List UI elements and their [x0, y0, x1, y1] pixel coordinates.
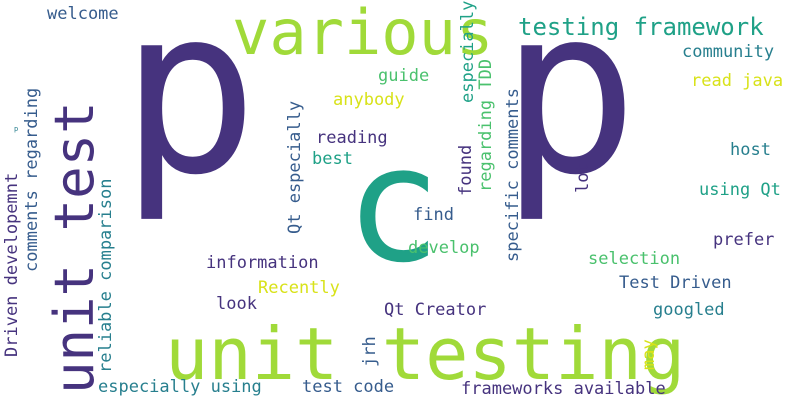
word-driven-developemnt: Driven developemnt — [2, 172, 22, 357]
word-find: find — [413, 205, 454, 225]
word-using-qt: using Qt — [699, 180, 781, 200]
word-test-code: test code — [302, 377, 395, 397]
word-recently: Recently — [258, 278, 340, 298]
word-community: community — [682, 42, 775, 62]
word-read-java: read java — [691, 71, 784, 91]
word-test-driven: Test Driven — [619, 273, 732, 293]
word-prefer: prefer — [713, 230, 775, 250]
word-frameworks-available: frameworks available — [461, 379, 666, 399]
word-qt-especially: Qt especially — [285, 100, 305, 234]
word-jrh: jrh — [360, 336, 380, 367]
word-selection: selection — [588, 249, 681, 269]
word-best: best — [312, 149, 353, 169]
word-various: various — [232, 0, 494, 69]
word-unit-test: unit test — [43, 101, 106, 394]
word-unit-testing: unit testing — [165, 312, 686, 396]
word-information: information — [206, 253, 319, 273]
word-look: look — [216, 294, 257, 314]
word-found: found — [456, 144, 476, 196]
word-testing-framework: testing framework — [518, 13, 764, 41]
word-lot: lot — [573, 162, 593, 193]
word-develop: develop — [408, 238, 480, 258]
word-specific-comments: specific comments — [503, 88, 523, 262]
word-googled: googled — [653, 300, 725, 320]
word-p-right: p — [500, 0, 639, 226]
word-guide: guide — [378, 66, 430, 86]
word-regarding-tdd: regarding TDD — [476, 58, 496, 192]
word-comments-regarding: comments regarding — [22, 87, 42, 272]
word-especially-using: especially using — [98, 377, 262, 397]
word-may: may — [639, 339, 659, 370]
word-anybody: anybody — [333, 90, 405, 110]
word-welcome: welcome — [47, 4, 119, 24]
word-p-left: p — [120, 0, 259, 226]
word-especially-vertical: especially — [458, 0, 478, 103]
word-reading: reading — [316, 128, 388, 148]
word-tiny-p: p — [14, 125, 19, 133]
word-qt-creator: Qt Creator — [384, 300, 487, 320]
word-reliable-comparison: reliable comparison — [96, 178, 116, 373]
word-host: host — [730, 140, 771, 160]
word-c: c — [345, 111, 442, 298]
